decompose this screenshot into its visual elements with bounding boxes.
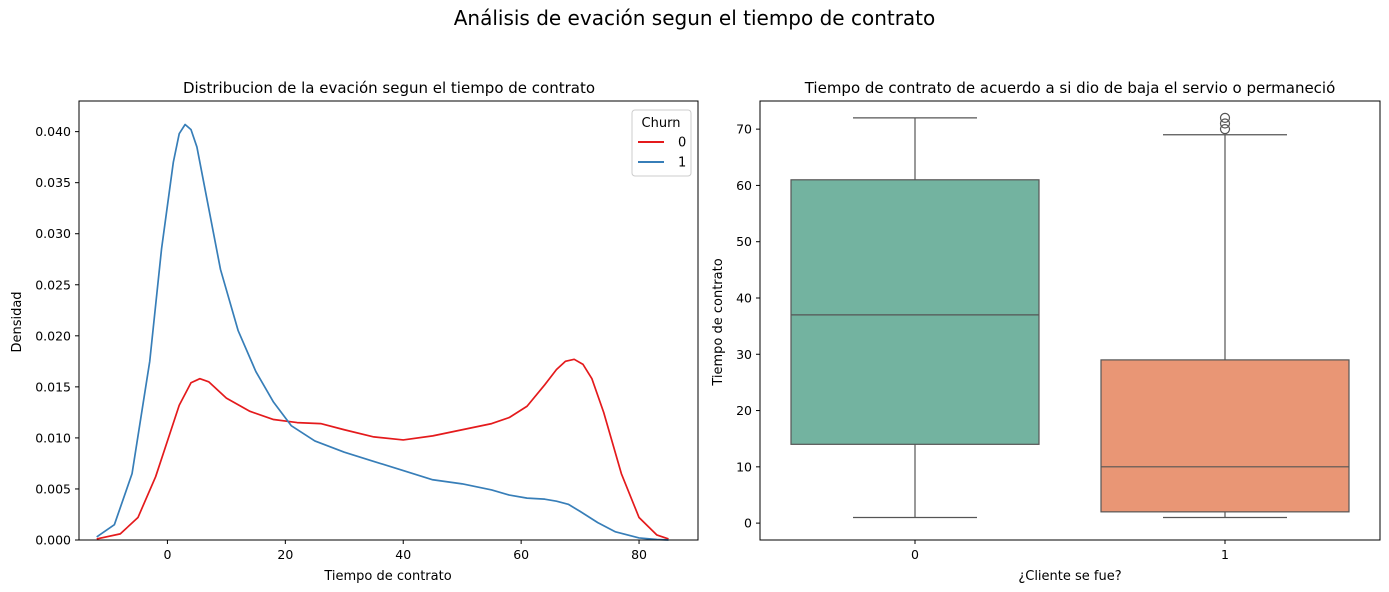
figure-suptitle: Análisis de evación segun el tiempo de c… xyxy=(453,6,936,30)
box-y-axis-label: Tiempo de contrato xyxy=(711,258,726,386)
legend-label-churn-0: 0 xyxy=(678,136,686,151)
kde-line-churn-1 xyxy=(96,123,669,541)
kde-x-tick-label: 0 xyxy=(163,547,171,562)
box-category-0 xyxy=(790,117,1040,519)
box-iqr-rect xyxy=(790,179,1040,445)
kde-lines xyxy=(96,123,669,541)
box-y-tick-label: 0 xyxy=(744,516,752,531)
box-category-1 xyxy=(1100,112,1350,519)
legend-title: Churn xyxy=(642,116,681,131)
box-plot-frame xyxy=(759,100,1381,541)
kde-y-tick-label: 0.035 xyxy=(35,175,71,190)
box-x-tick-label: 1 xyxy=(1221,547,1229,562)
kde-chart-title: Distribucion de la evación segun el tiem… xyxy=(183,79,595,97)
box-chart: Tiempo de contrato de acuerdo a si dio d… xyxy=(711,79,1381,584)
box-iqr-rect xyxy=(1100,359,1350,513)
box-chart-title: Tiempo de contrato de acuerdo a si dio d… xyxy=(804,79,1336,97)
box-shapes xyxy=(790,112,1350,519)
kde-y-tick-label: 0.005 xyxy=(35,481,71,496)
box-y-tick-label: 20 xyxy=(736,403,752,418)
kde-legend: Churn 0 1 xyxy=(631,109,692,177)
kde-y-tick-label: 0.010 xyxy=(35,430,71,445)
kde-y-tick-label: 0.000 xyxy=(35,533,71,548)
box-outlier-point xyxy=(1219,118,1231,129)
kde-y-tick-label: 0.015 xyxy=(35,379,71,394)
kde-x-tick-label: 40 xyxy=(395,547,411,562)
box-y-tick-label: 50 xyxy=(736,234,752,249)
kde-x-tick-label: 60 xyxy=(513,547,529,562)
kde-plot-frame xyxy=(78,100,699,541)
box-x-tick-label: 0 xyxy=(911,547,919,562)
kde-x-axis-label: Tiempo de contrato xyxy=(323,569,451,584)
kde-y-tick-label: 0.020 xyxy=(35,328,71,343)
kde-line-churn-0 xyxy=(96,358,669,540)
kde-y-tick-label: 0.025 xyxy=(35,277,71,292)
kde-x-tick-label: 80 xyxy=(631,547,647,562)
kde-y-axis-label: Densidad xyxy=(10,291,25,352)
box-outlier-point xyxy=(1219,112,1231,123)
kde-chart: Distribucion de la evación segun el tiem… xyxy=(10,79,699,584)
kde-x-tick-label: 20 xyxy=(277,547,293,562)
kde-y-tick-label: 0.030 xyxy=(35,226,71,241)
box-y-tick-label: 10 xyxy=(736,459,752,474)
legend-label-churn-1: 1 xyxy=(678,156,686,171)
box-y-tick-label: 70 xyxy=(736,122,752,137)
box-outlier-point xyxy=(1219,124,1231,135)
box-y-tick-label: 60 xyxy=(736,178,752,193)
kde-y-tick-label: 0.040 xyxy=(35,124,71,139)
box-x-axis-label: ¿Cliente se fue? xyxy=(1018,569,1121,584)
box-y-tick-label: 40 xyxy=(736,290,752,305)
box-y-tick-label: 30 xyxy=(736,347,752,362)
